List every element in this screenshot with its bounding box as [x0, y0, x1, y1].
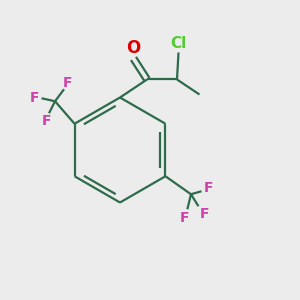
Text: F: F [180, 211, 190, 225]
Text: Cl: Cl [170, 36, 187, 51]
Text: F: F [204, 181, 214, 195]
Text: F: F [41, 114, 51, 128]
Text: F: F [62, 76, 72, 90]
Text: F: F [200, 207, 209, 221]
Text: O: O [126, 39, 141, 57]
Text: F: F [29, 91, 39, 105]
